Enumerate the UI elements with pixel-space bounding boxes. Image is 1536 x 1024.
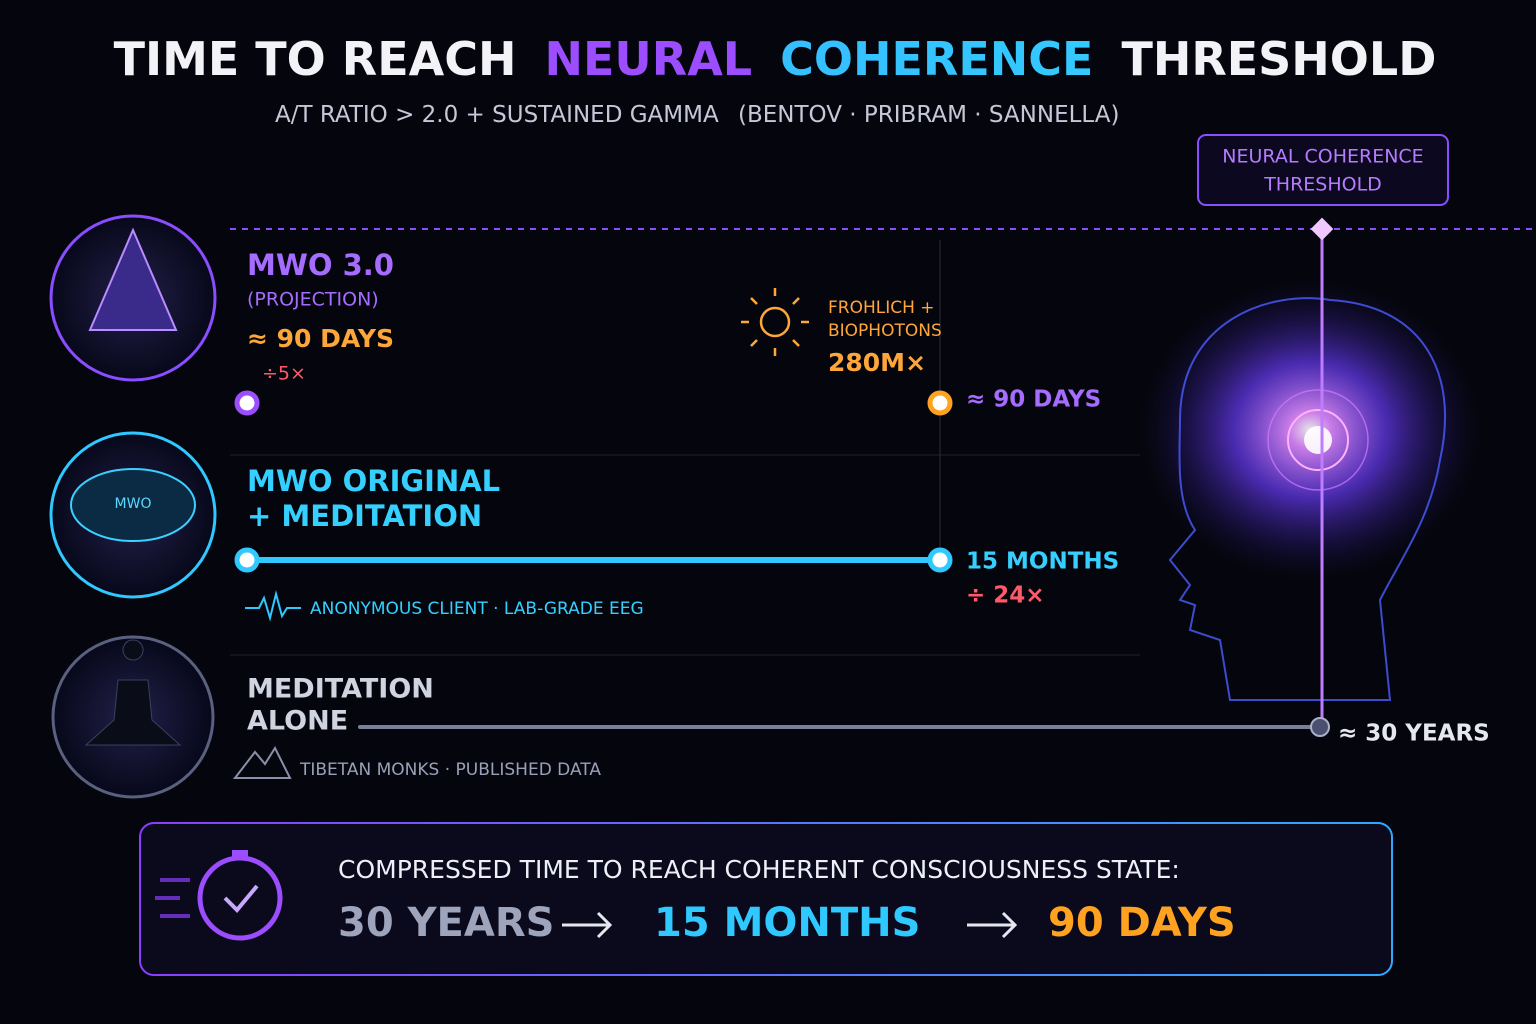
device-shape: [70, 468, 196, 542]
row-note: ANONYMOUS CLIENT · LAB-GRADE EEG: [310, 599, 644, 619]
clock-icon: [155, 850, 283, 941]
brain-illustration: [1140, 280, 1480, 701]
mountain-icon: [232, 745, 292, 779]
summary-step: 30 YEARS: [338, 900, 554, 946]
annotation: BIOPHOTONS: [828, 321, 942, 341]
arrow: [967, 911, 1018, 939]
title-tail: THRESHOLD: [1121, 32, 1436, 86]
annotation: FROHLICH +: [828, 298, 935, 318]
device-label: MWO: [115, 496, 152, 512]
bar-end: [927, 390, 953, 416]
pyramid-shape: [88, 227, 178, 331]
source: (BENTOV · PRIBRAM · SANNELLA): [738, 102, 1119, 128]
bar-start: [234, 547, 260, 573]
annotation-value: 280M×: [828, 348, 926, 377]
summary-heading: COMPRESSED TIME TO REACH COHERENT CONSCI…: [338, 855, 1180, 884]
arrow: [562, 911, 613, 939]
title-lead: TIME TO REACH: [114, 32, 517, 86]
row-sub: (PROJECTION): [247, 289, 379, 311]
bar-end: [1310, 717, 1330, 737]
threshold-label: THRESHOLD: [1263, 174, 1382, 196]
summary-step: 15 MONTHS: [654, 900, 920, 946]
bar-end: [927, 547, 953, 573]
summary-step: 90 DAYS: [1048, 900, 1236, 946]
subtitle-text: A/T RATIO > 2.0 + SUSTAINED GAMMA: [275, 102, 719, 128]
row-end-label: ≈ 30 YEARS: [1338, 721, 1490, 747]
row-end-label: ≈ 90 DAYS: [966, 387, 1101, 413]
row-name: ALONE: [247, 706, 348, 737]
summary-box: [139, 822, 1393, 976]
threshold-label: NEURAL COHERENCE: [1222, 146, 1423, 168]
subtitle: A/T RATIO > 2.0 + SUSTAINED GAMMA (BENTO…: [275, 102, 1119, 128]
sun-icon: [741, 288, 809, 356]
threshold-diamond: [1310, 217, 1334, 241]
row-note: TIBETAN MONKS · PUBLISHED DATA: [299, 760, 601, 780]
row-estimate: ≈ 90 DAYS: [247, 324, 394, 353]
title-highlight: COHERENCE: [780, 32, 1093, 86]
row-name: + MEDITATION: [247, 499, 482, 533]
wave-icon: [245, 590, 301, 622]
meditator-shape: [84, 639, 182, 746]
row-end-label: 15 MONTHS: [966, 549, 1119, 575]
row-name: MWO ORIGINAL: [247, 464, 500, 498]
threshold-box: [1197, 134, 1449, 206]
row-factor: ÷5×: [262, 363, 306, 385]
row-name: MWO 3.0: [247, 248, 394, 282]
row-factor: ÷ 24×: [966, 583, 1045, 609]
title: TIME TO REACH NEURAL COHERENCE THRESHOLD: [114, 32, 1437, 86]
bar-start: [234, 390, 260, 416]
row-name: MEDITATION: [247, 674, 434, 705]
title-highlight: NEURAL: [545, 32, 753, 86]
